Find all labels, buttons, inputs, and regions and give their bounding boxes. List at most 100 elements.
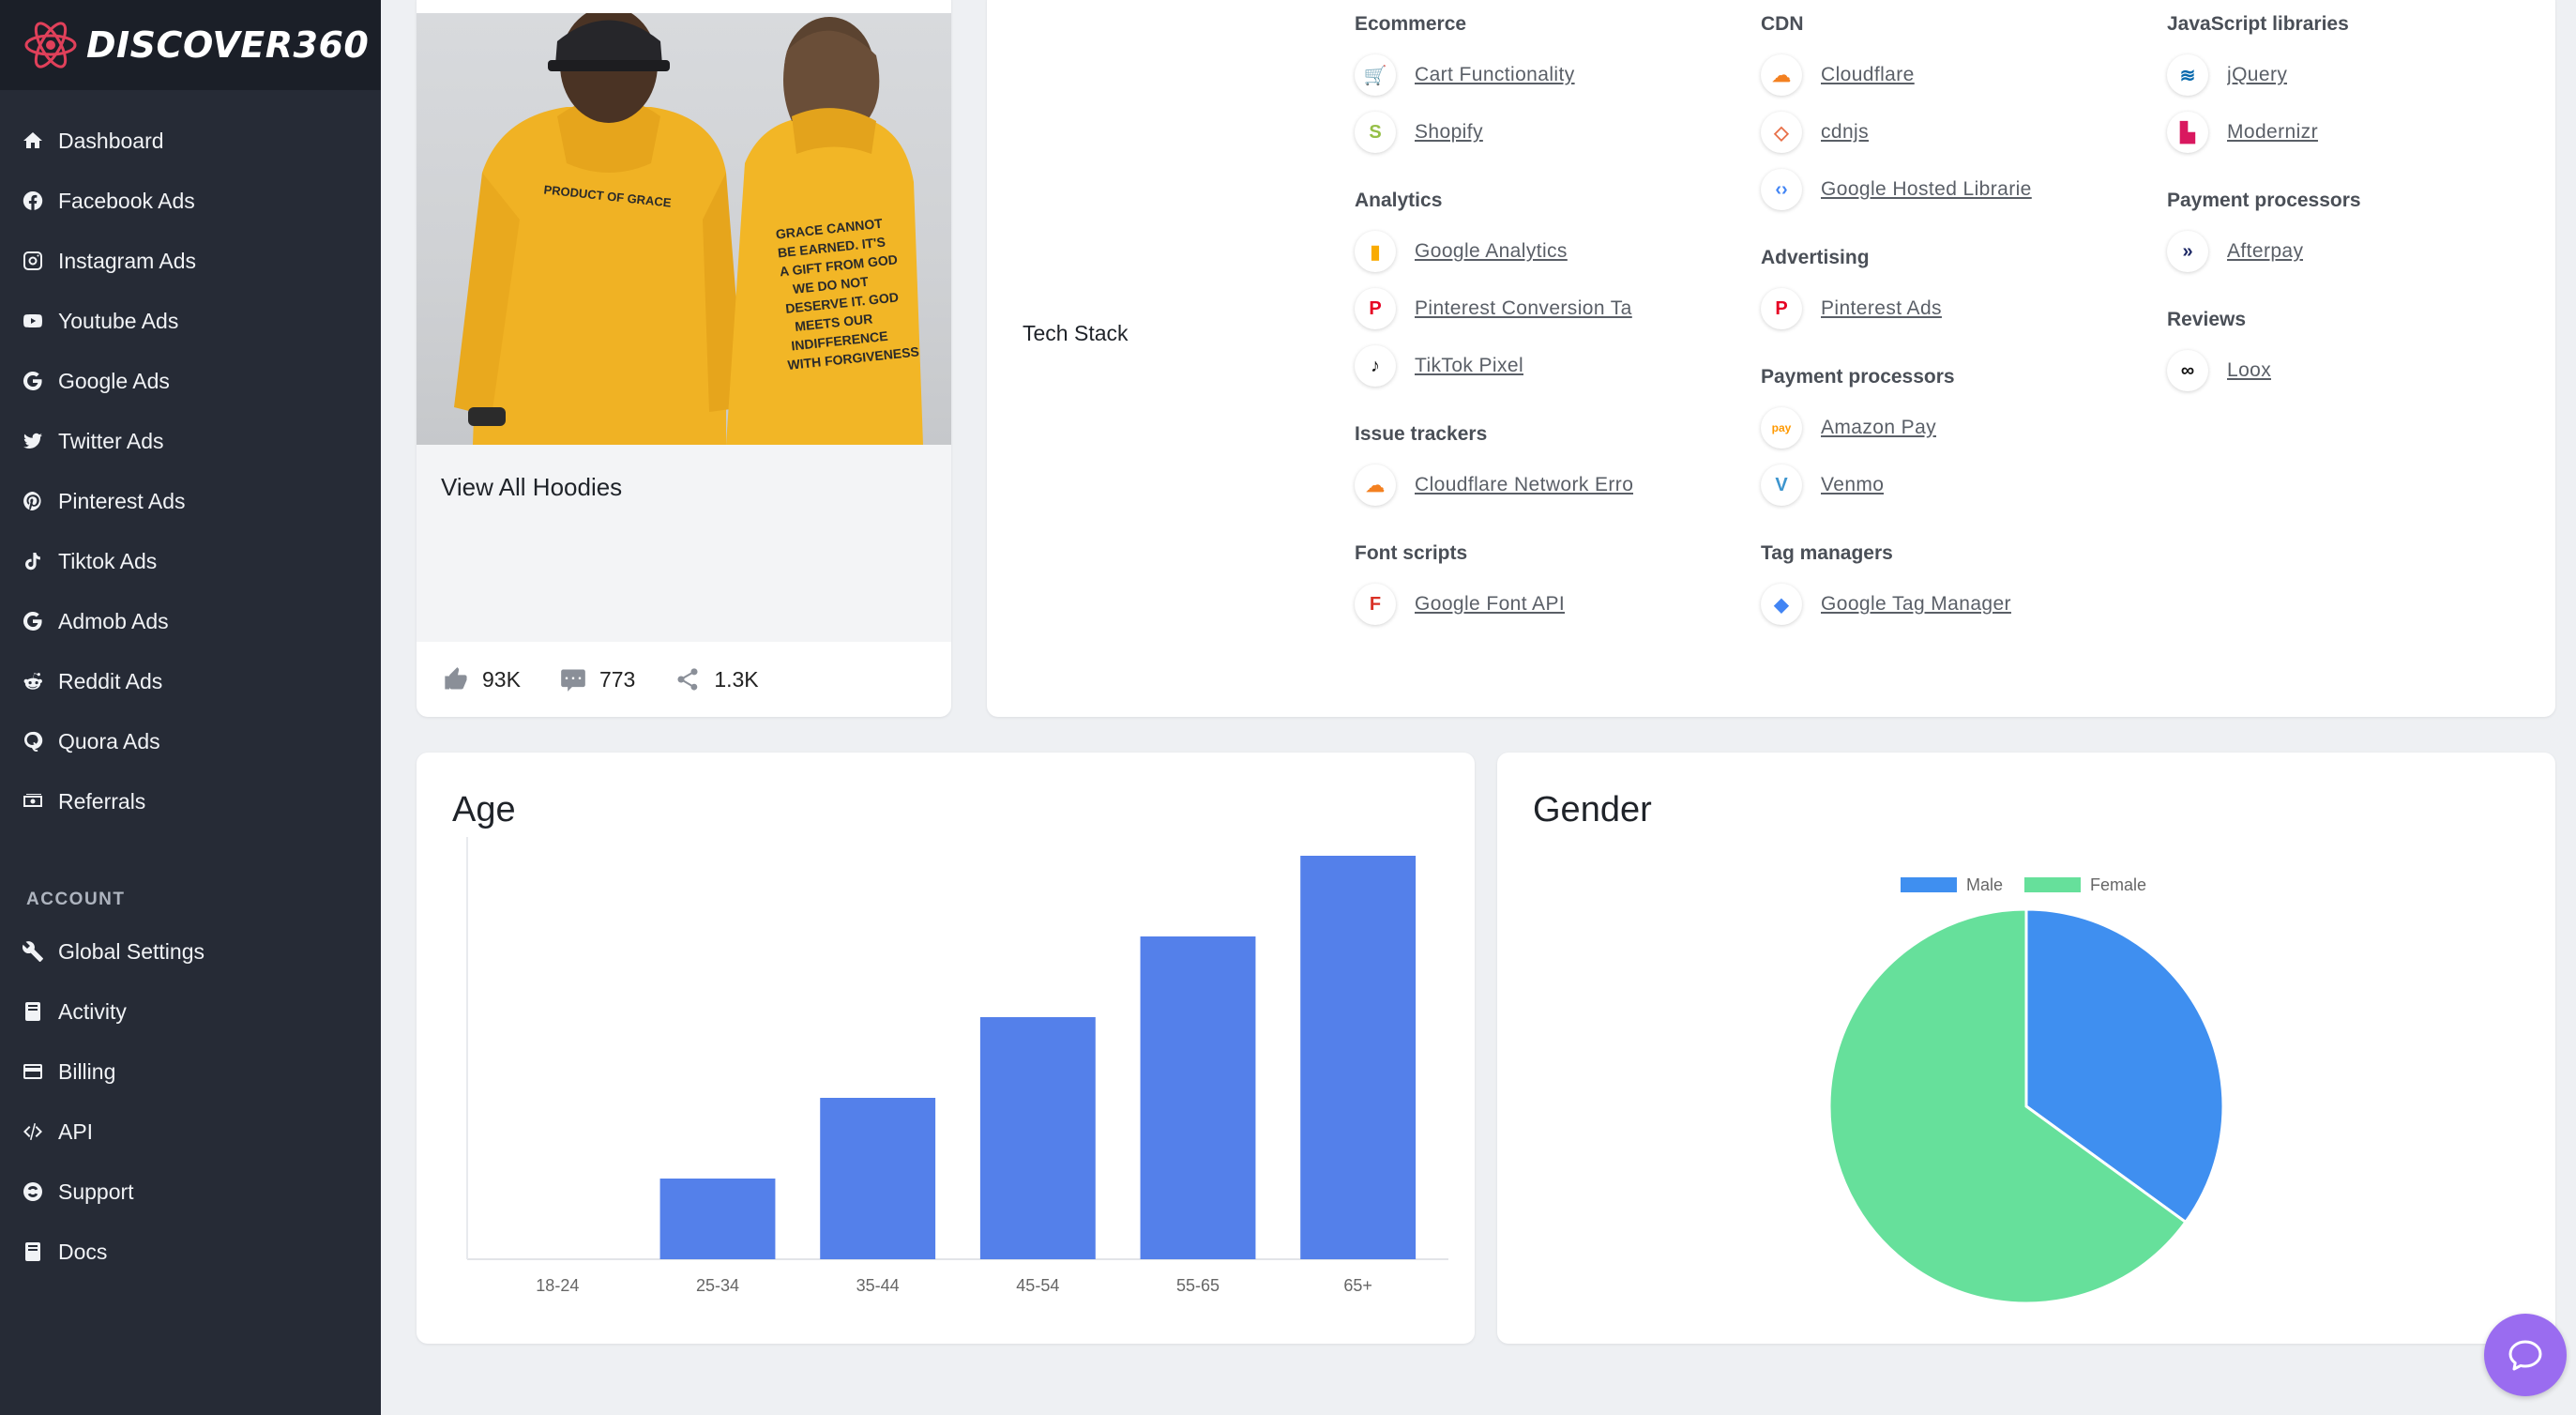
product-image[interactable]: PRODUCT OF GRACE GRACE CANNOT BE EARNED.…: [417, 13, 951, 445]
shopify-icon: S: [1355, 112, 1396, 153]
sidebar-item-support[interactable]: Support: [0, 1162, 381, 1222]
modernizr-icon: ▙: [2167, 112, 2208, 153]
tech-category-title: Advertising: [1761, 247, 1870, 268]
tech-item: ▮ Google Analytics: [1355, 231, 1633, 272]
tech-item-link[interactable]: jQuery: [2227, 64, 2288, 85]
tech-item-link[interactable]: Google Font API: [1415, 593, 1566, 615]
gender-chart-title: Gender: [1533, 790, 1652, 829]
sidebar-item-label: Google Ads: [58, 368, 170, 393]
product-stats: 93K 773 1.3K: [417, 642, 951, 717]
legend-label[interactable]: Female: [2090, 875, 2146, 894]
sidebar-item-instagram-ads[interactable]: Instagram Ads: [0, 231, 381, 291]
pie-slice-male[interactable]: [2024, 907, 2225, 1225]
sidebar-item-youtube-ads[interactable]: Youtube Ads: [0, 291, 381, 351]
account-nav: Global Settings Activity Billing API Support…: [0, 921, 381, 1282]
sidebar-item-referrals[interactable]: Referrals: [0, 771, 381, 831]
tech-item: ◇ cdnjs: [1761, 112, 2032, 153]
gender-chart-card: Gender Male Female: [1497, 753, 2555, 1344]
product-title[interactable]: View All Hoodies: [441, 473, 623, 501]
sidebar-item-reddit-ads[interactable]: Reddit Ads: [0, 651, 381, 711]
pie-slice-female[interactable]: [1827, 907, 2188, 1305]
sidebar-item-tiktok-ads[interactable]: Tiktok Ads: [0, 531, 381, 591]
quora-icon: [21, 729, 45, 753]
sidebar-item-billing[interactable]: Billing: [0, 1042, 381, 1102]
code-icon: [21, 1119, 45, 1144]
sidebar-item-label: Dashboard: [58, 128, 164, 153]
sidebar-item-label: Reddit Ads: [58, 668, 163, 693]
legend-label[interactable]: Male: [1966, 875, 2003, 894]
sidebar-item-dashboard[interactable]: Dashboard: [0, 111, 381, 171]
sidebar-item-global-settings[interactable]: Global Settings: [0, 921, 381, 981]
google-icon: [21, 609, 45, 633]
tech-item-link[interactable]: Cart Functionality: [1415, 64, 1575, 85]
pinterest-icon: P: [1761, 288, 1802, 329]
tech-item: P Pinterest Conversion Ta: [1355, 288, 1633, 329]
tech-category-title: Payment processors: [1761, 366, 1955, 388]
venmo-icon: V: [1761, 464, 1802, 506]
wrench-icon: [21, 939, 45, 964]
tech-category-title: Reviews: [2167, 309, 2247, 330]
sidebar-item-facebook-ads[interactable]: Facebook Ads: [0, 171, 381, 231]
sidebar-item-label: Instagram Ads: [58, 248, 197, 273]
age-bar-65+[interactable]: [1300, 856, 1417, 1259]
tech-item-link[interactable]: Afterpay: [2227, 240, 2304, 262]
tech-item-link[interactable]: Cloudflare Network Erro: [1415, 474, 1634, 495]
tag-manager-icon: ◆: [1761, 584, 1802, 625]
pinterest-icon: P: [1355, 288, 1396, 329]
tech-category-title: Analytics: [1355, 190, 1443, 211]
tech-item-link[interactable]: cdnjs: [1821, 121, 1870, 143]
age-bar-45-54[interactable]: [979, 1017, 1096, 1259]
x-tick-label: 35-44: [856, 1276, 900, 1295]
tech-item-link[interactable]: Amazon Pay: [1821, 417, 1937, 438]
tech-item-link[interactable]: Venmo: [1821, 474, 1885, 495]
sidebar-item-pinterest-ads[interactable]: Pinterest Ads: [0, 471, 381, 531]
age-chart-title: Age: [452, 790, 516, 829]
tech-item: ∞ Loox: [2167, 350, 2361, 391]
sidebar-item-twitter-ads[interactable]: Twitter Ads: [0, 411, 381, 471]
age-bar-35-44[interactable]: [820, 1098, 936, 1259]
x-tick-label: 55-65: [1176, 1276, 1220, 1295]
sidebar-item-google-ads[interactable]: Google Ads: [0, 351, 381, 411]
sidebar-item-label: Pinterest Ads: [58, 488, 186, 513]
comment-icon: [561, 669, 585, 692]
sidebar-item-label: Quora Ads: [58, 728, 160, 753]
tech-item-link[interactable]: Shopify: [1415, 121, 1483, 143]
tech-item: V Venmo: [1761, 464, 2032, 506]
sidebar-item-quora-ads[interactable]: Quora Ads: [0, 711, 381, 771]
tech-item-link[interactable]: Google Analytics: [1415, 240, 1568, 262]
sidebar-item-admob-ads[interactable]: Admob Ads: [0, 591, 381, 651]
chat-icon: [2508, 1340, 2542, 1371]
tech-item-link[interactable]: Pinterest Ads: [1821, 297, 1942, 319]
tech-item-link[interactable]: Google Tag Manager: [1821, 593, 2011, 615]
tech-item-link[interactable]: Modernizr: [2227, 121, 2318, 143]
tech-column-3: JavaScript libraries ≋ jQuery ▙ Modernizr Pay…: [2167, 13, 2361, 428]
google-analytics-icon: ▮: [1355, 231, 1396, 272]
sidebar-item-activity[interactable]: Activity: [0, 981, 381, 1042]
tech-item-link[interactable]: TikTok Pixel: [1415, 355, 1524, 376]
tech-item-link[interactable]: Google Hosted Librarie: [1821, 178, 2032, 200]
sidebar-item-api[interactable]: API: [0, 1102, 381, 1162]
account-section-label: ACCOUNT: [26, 890, 126, 909]
sidebar-item-docs[interactable]: Docs: [0, 1222, 381, 1282]
tech-item-link[interactable]: Pinterest Conversion Ta: [1415, 297, 1632, 319]
chat-button[interactable]: [2484, 1314, 2567, 1396]
legend-swatch-male[interactable]: [1901, 877, 1957, 892]
age-bar-55-65[interactable]: [1140, 936, 1256, 1259]
x-tick-label: 18-24: [536, 1276, 579, 1295]
tech-item-link[interactable]: Loox: [2227, 359, 2272, 381]
tech-item: ☁ Cloudflare Network Erro: [1355, 464, 1633, 506]
money-icon: [21, 789, 45, 814]
tech-item: 🛒 Cart Functionality: [1355, 54, 1633, 96]
google-hosted-icon: ‹›: [1761, 169, 1802, 210]
sidebar-item-label: Admob Ads: [58, 608, 169, 633]
tech-item-link[interactable]: Cloudflare: [1821, 64, 1915, 85]
legend-swatch-female[interactable]: [2024, 877, 2081, 892]
credit-card-icon: [21, 1059, 45, 1084]
product-body: View All Hoodies: [417, 445, 951, 642]
tech-item: ♪ TikTok Pixel: [1355, 345, 1633, 387]
tech-category-title: Tag managers: [1761, 542, 1893, 564]
tech-item: ≋ jQuery: [2167, 54, 2361, 96]
brand-header[interactable]: DISCOVER360: [0, 0, 381, 90]
sidebar-item-label: Tiktok Ads: [58, 548, 158, 573]
age-bar-25-34[interactable]: [659, 1179, 776, 1259]
